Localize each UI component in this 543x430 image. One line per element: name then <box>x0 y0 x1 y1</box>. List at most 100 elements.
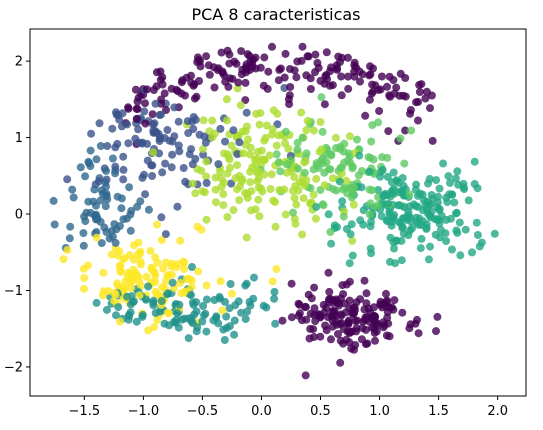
scatter-point <box>173 202 182 211</box>
scatter-point <box>303 116 312 125</box>
scatter-point <box>183 117 192 126</box>
scatter-point <box>365 210 374 219</box>
scatter-point <box>272 265 281 273</box>
scatter-point <box>291 219 300 228</box>
scatter-point <box>303 52 312 61</box>
scatter-point <box>144 282 153 291</box>
scatter-point <box>306 184 315 193</box>
scatter-point <box>159 264 168 273</box>
scatter-point <box>200 132 209 141</box>
scatter-point <box>119 175 128 184</box>
scatter-point <box>260 156 269 165</box>
scatter-point <box>199 302 208 310</box>
scatter-point <box>260 136 269 145</box>
scatter-point <box>456 251 465 260</box>
scatter-point <box>201 138 210 147</box>
scatter-point <box>175 300 184 309</box>
scatter-point <box>96 196 105 205</box>
scatter-point <box>190 94 199 103</box>
scatter-point <box>324 210 333 219</box>
scatter-point <box>143 139 152 148</box>
scatter-point <box>199 150 208 159</box>
scatter-point <box>371 336 379 345</box>
scatter-point <box>103 142 112 150</box>
scatter-point <box>124 103 133 112</box>
scatter-point <box>233 84 242 93</box>
scatter-point <box>392 176 401 185</box>
scatter-point <box>311 68 319 77</box>
scatter-point <box>298 230 307 239</box>
scatter-point <box>162 106 170 114</box>
scatter-point <box>148 172 157 180</box>
scatter-point <box>202 327 211 336</box>
scatter-point <box>385 332 394 341</box>
scatter-point <box>162 258 170 267</box>
scatter-point <box>441 229 450 238</box>
scatter-point <box>113 251 122 260</box>
scatter-point <box>243 307 252 316</box>
scatter-point <box>187 145 196 154</box>
scatter-point <box>351 341 360 349</box>
scatter-point <box>176 236 185 245</box>
scatter-point <box>122 214 131 223</box>
scatter-point <box>225 50 234 59</box>
scatter-point <box>246 143 255 152</box>
scatter-point <box>168 150 177 159</box>
scatter-point <box>346 230 355 239</box>
scatter-point <box>377 212 386 221</box>
scatter-point <box>237 70 246 79</box>
scatter-point <box>111 143 120 152</box>
scatter-point <box>394 188 403 197</box>
x-tick-label: 1.5 <box>428 404 449 419</box>
scatter-point <box>435 205 444 214</box>
scatter-point <box>198 187 207 196</box>
scatter-point <box>202 215 211 224</box>
scatter-point <box>290 66 299 75</box>
scatter-point <box>228 74 237 83</box>
scatter-point <box>276 64 285 73</box>
scatter-point <box>198 145 207 154</box>
y-axis: −2 −1 0 1 2 <box>4 55 30 375</box>
scatter-point <box>419 196 428 205</box>
scatter-point <box>442 237 451 245</box>
scatter-point <box>461 225 470 234</box>
scatter-point <box>386 257 394 266</box>
scatter-point <box>151 253 160 262</box>
x-axis: −1.5 −1.0 −0.5 0.0 0.5 1.0 1.5 2.0 <box>69 396 508 419</box>
scatter-point <box>309 126 318 135</box>
scatter-point <box>229 126 238 135</box>
scatter-point <box>102 166 111 175</box>
scatter-point <box>129 241 138 250</box>
scatter-point <box>136 260 145 269</box>
scatter-point <box>188 160 197 169</box>
scatter-point <box>422 220 431 229</box>
scatter-point <box>102 228 111 236</box>
scatter-point <box>199 116 208 125</box>
scatter-point <box>111 238 120 247</box>
scatter-point <box>394 201 403 210</box>
scatter-point <box>119 255 127 264</box>
scatter-point <box>141 99 149 108</box>
scatter-point <box>301 371 310 380</box>
scatter-points <box>49 42 499 380</box>
scatter-point <box>448 245 456 254</box>
scatter-point <box>424 179 432 188</box>
plot-frame <box>29 28 527 397</box>
scatter-point <box>337 311 346 320</box>
scatter-point <box>297 56 306 65</box>
scatter-point <box>359 220 368 229</box>
scatter-point <box>421 94 430 103</box>
scatter-point <box>333 64 341 73</box>
scatter-point <box>396 69 405 78</box>
scatter-point <box>365 95 374 104</box>
scatter-point <box>368 87 377 96</box>
scatter-point <box>349 200 358 209</box>
scatter-point <box>347 220 356 229</box>
scatter-point <box>101 202 110 211</box>
scatter-point <box>135 291 144 300</box>
scatter-point <box>406 320 415 329</box>
scatter-point <box>200 311 208 320</box>
scatter-point <box>432 327 440 336</box>
scatter-point <box>237 47 246 56</box>
scatter-point <box>216 277 225 286</box>
